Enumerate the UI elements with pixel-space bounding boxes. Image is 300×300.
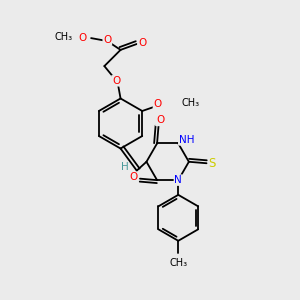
Text: CH₃: CH₃ xyxy=(181,98,199,108)
Text: O: O xyxy=(138,38,146,47)
Text: O: O xyxy=(129,172,138,182)
Text: CH₃: CH₃ xyxy=(55,32,73,42)
Text: N: N xyxy=(174,175,182,185)
Text: O: O xyxy=(156,116,164,125)
Text: O: O xyxy=(112,76,120,86)
Text: O: O xyxy=(103,34,111,45)
Text: CH₃: CH₃ xyxy=(169,259,187,269)
Text: H: H xyxy=(121,162,128,172)
Text: O: O xyxy=(153,99,162,109)
Text: S: S xyxy=(209,157,216,170)
Text: O: O xyxy=(79,32,87,43)
Text: NH: NH xyxy=(179,135,194,145)
